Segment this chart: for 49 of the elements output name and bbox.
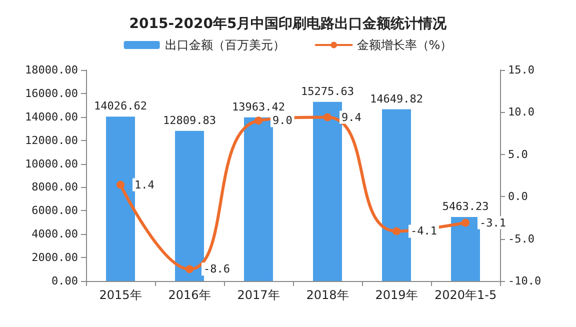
x-tick-label: 2015年 bbox=[99, 288, 142, 302]
data-label: 14649.82 bbox=[370, 92, 423, 106]
y-tick-label: 6000.00 bbox=[32, 204, 78, 218]
data-label: 12809.83 bbox=[163, 114, 216, 127]
data-label: 15275.63 bbox=[301, 84, 354, 98]
data-label: 13963.42 bbox=[232, 100, 285, 114]
chart-title: 2015-2020年5月中国印刷电路出口金额统计情况 bbox=[129, 15, 448, 32]
x-tick-label: 2016年 bbox=[168, 288, 211, 302]
y-tick-label: 10000.00 bbox=[25, 157, 78, 170]
bar bbox=[313, 102, 342, 281]
x-tick-label: 2020年1-5 bbox=[434, 288, 497, 302]
data-label: 1.4 bbox=[134, 178, 155, 192]
data-label: 14026.62 bbox=[94, 100, 147, 113]
bar bbox=[106, 116, 135, 281]
legend-label: 出口金额（百万美元） bbox=[164, 38, 285, 52]
y2-tick-label: -5.0 bbox=[508, 232, 534, 246]
point bbox=[392, 227, 400, 236]
y2-tick-label: 5.0 bbox=[508, 148, 528, 161]
x-tick-label: 2017年 bbox=[237, 288, 280, 302]
y-tick-label: 8000.00 bbox=[32, 180, 78, 194]
y-tick-label: 2000.00 bbox=[32, 251, 78, 264]
data-label: 9.4 bbox=[342, 110, 362, 124]
y-tick-label: 16000.00 bbox=[25, 86, 78, 100]
data-label: 5463.23 bbox=[442, 200, 489, 213]
y2-tick-label: 0.0 bbox=[508, 190, 528, 204]
x-tick-label: 2018年 bbox=[306, 288, 349, 302]
y-tick-label: 4000.00 bbox=[32, 228, 78, 241]
y2-tick-label: -10.0 bbox=[508, 274, 542, 288]
point bbox=[462, 218, 470, 227]
data-label: 9.0 bbox=[272, 114, 292, 128]
data-label: -8.6 bbox=[204, 262, 230, 276]
point bbox=[116, 180, 124, 189]
point bbox=[254, 116, 262, 125]
bar bbox=[175, 130, 204, 281]
x-tick-label: 2019年 bbox=[375, 288, 418, 302]
y-tick-label: 0.00 bbox=[52, 274, 78, 288]
bar bbox=[382, 109, 411, 281]
bar bbox=[451, 216, 480, 281]
data-label: -4.1 bbox=[410, 224, 437, 238]
point bbox=[324, 113, 332, 122]
y2-tick-label: 15.0 bbox=[508, 64, 534, 76]
y2-tick-label: 10.0 bbox=[508, 106, 534, 119]
data-label: -3.1 bbox=[480, 216, 506, 230]
legend-label: 金额增长率（%） bbox=[356, 38, 452, 52]
y-tick-label: 12000.00 bbox=[25, 134, 78, 147]
point bbox=[186, 265, 194, 274]
y-tick-label: 14000.00 bbox=[25, 110, 78, 124]
y-tick-label: 18000.00 bbox=[25, 64, 78, 76]
bar bbox=[244, 117, 273, 281]
